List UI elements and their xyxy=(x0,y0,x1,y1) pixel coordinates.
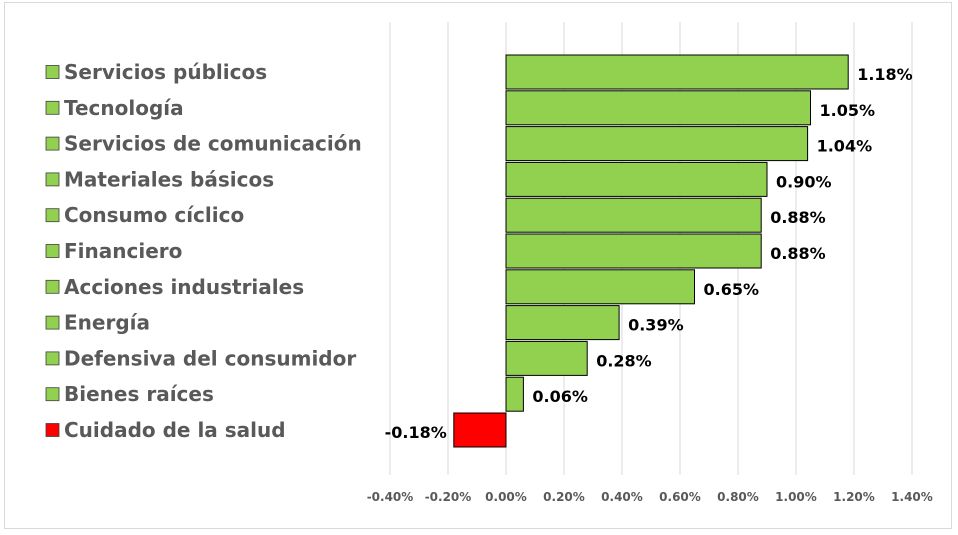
gridlines xyxy=(389,22,913,475)
legend-swatch xyxy=(45,208,60,223)
bars xyxy=(453,54,849,448)
x-axis-ticks: -0.40% -0.20% 0.00% 0.20% 0.40% 0.60% 0.80% 1.0… xyxy=(367,490,933,504)
bar xyxy=(453,412,507,448)
legend-swatch xyxy=(45,65,60,79)
x-tick-label: 0.80% xyxy=(717,490,759,504)
legend-entry: Materiales básicos xyxy=(64,167,274,191)
legend-entry: Tecnología xyxy=(64,96,184,120)
data-label: 0.28% xyxy=(596,351,652,370)
legend-entry: Servicios públicos xyxy=(64,60,267,84)
data-label: 0.39% xyxy=(628,316,684,335)
bar xyxy=(505,161,768,197)
x-tick-label: 0.40% xyxy=(601,490,643,504)
x-tick-label: 1.40% xyxy=(891,490,933,504)
data-label: 0.88% xyxy=(770,244,826,263)
data-label: 0.90% xyxy=(776,172,832,191)
data-label: 0.06% xyxy=(532,387,588,406)
legend-swatch xyxy=(45,387,60,402)
data-label: 0.65% xyxy=(704,280,760,299)
x-tick-label: 1.20% xyxy=(833,490,875,504)
legend-entry: Energía xyxy=(64,311,150,335)
legend-entry: Consumo cíclico xyxy=(64,203,244,227)
bar xyxy=(505,340,588,376)
data-label: 0.88% xyxy=(770,208,826,227)
bar xyxy=(505,197,762,233)
legend-swatch xyxy=(45,100,60,115)
legend-swatch xyxy=(45,423,60,437)
bar xyxy=(505,54,849,90)
bar xyxy=(505,376,524,412)
x-tick-label: -0.40% xyxy=(367,490,414,504)
bar xyxy=(505,233,762,269)
bar xyxy=(505,269,695,305)
legend-entry: Acciones industriales xyxy=(64,275,304,299)
legend-swatch xyxy=(45,172,60,187)
legend-entry: Servicios de comunicación xyxy=(64,132,362,156)
data-label: -0.18% xyxy=(385,423,447,442)
bar xyxy=(505,305,620,341)
data-label: 1.04% xyxy=(817,137,873,156)
legend-entry: Financiero xyxy=(64,239,182,263)
legend-swatch xyxy=(45,244,60,258)
x-tick-label: -0.20% xyxy=(425,490,472,504)
legend-swatch xyxy=(45,136,60,151)
legend-swatch xyxy=(45,279,60,294)
legend-swatch xyxy=(45,351,60,366)
legend-entry: Bienes raíces xyxy=(64,382,214,406)
legend-swatch xyxy=(45,315,60,330)
x-tick-label: 1.00% xyxy=(775,490,817,504)
data-label: 1.18% xyxy=(857,65,913,84)
x-tick-label: 0.20% xyxy=(543,490,585,504)
x-tick-label: 0.00% xyxy=(485,490,527,504)
bar xyxy=(505,90,811,126)
data-labels: 1.18% 1.05% 1.04% 0.90% 0.88% 0.88% 0.65% 0.39%… xyxy=(385,65,913,442)
legend-entry: Cuidado de la salud xyxy=(64,418,286,442)
data-label: 1.05% xyxy=(820,101,876,120)
bar xyxy=(505,126,809,162)
x-tick-label: 0.60% xyxy=(659,490,701,504)
legend: Servicios públicos Tecnología Servicios de… xyxy=(45,60,362,442)
legend-entry: Defensiva del consumidor xyxy=(64,346,356,370)
